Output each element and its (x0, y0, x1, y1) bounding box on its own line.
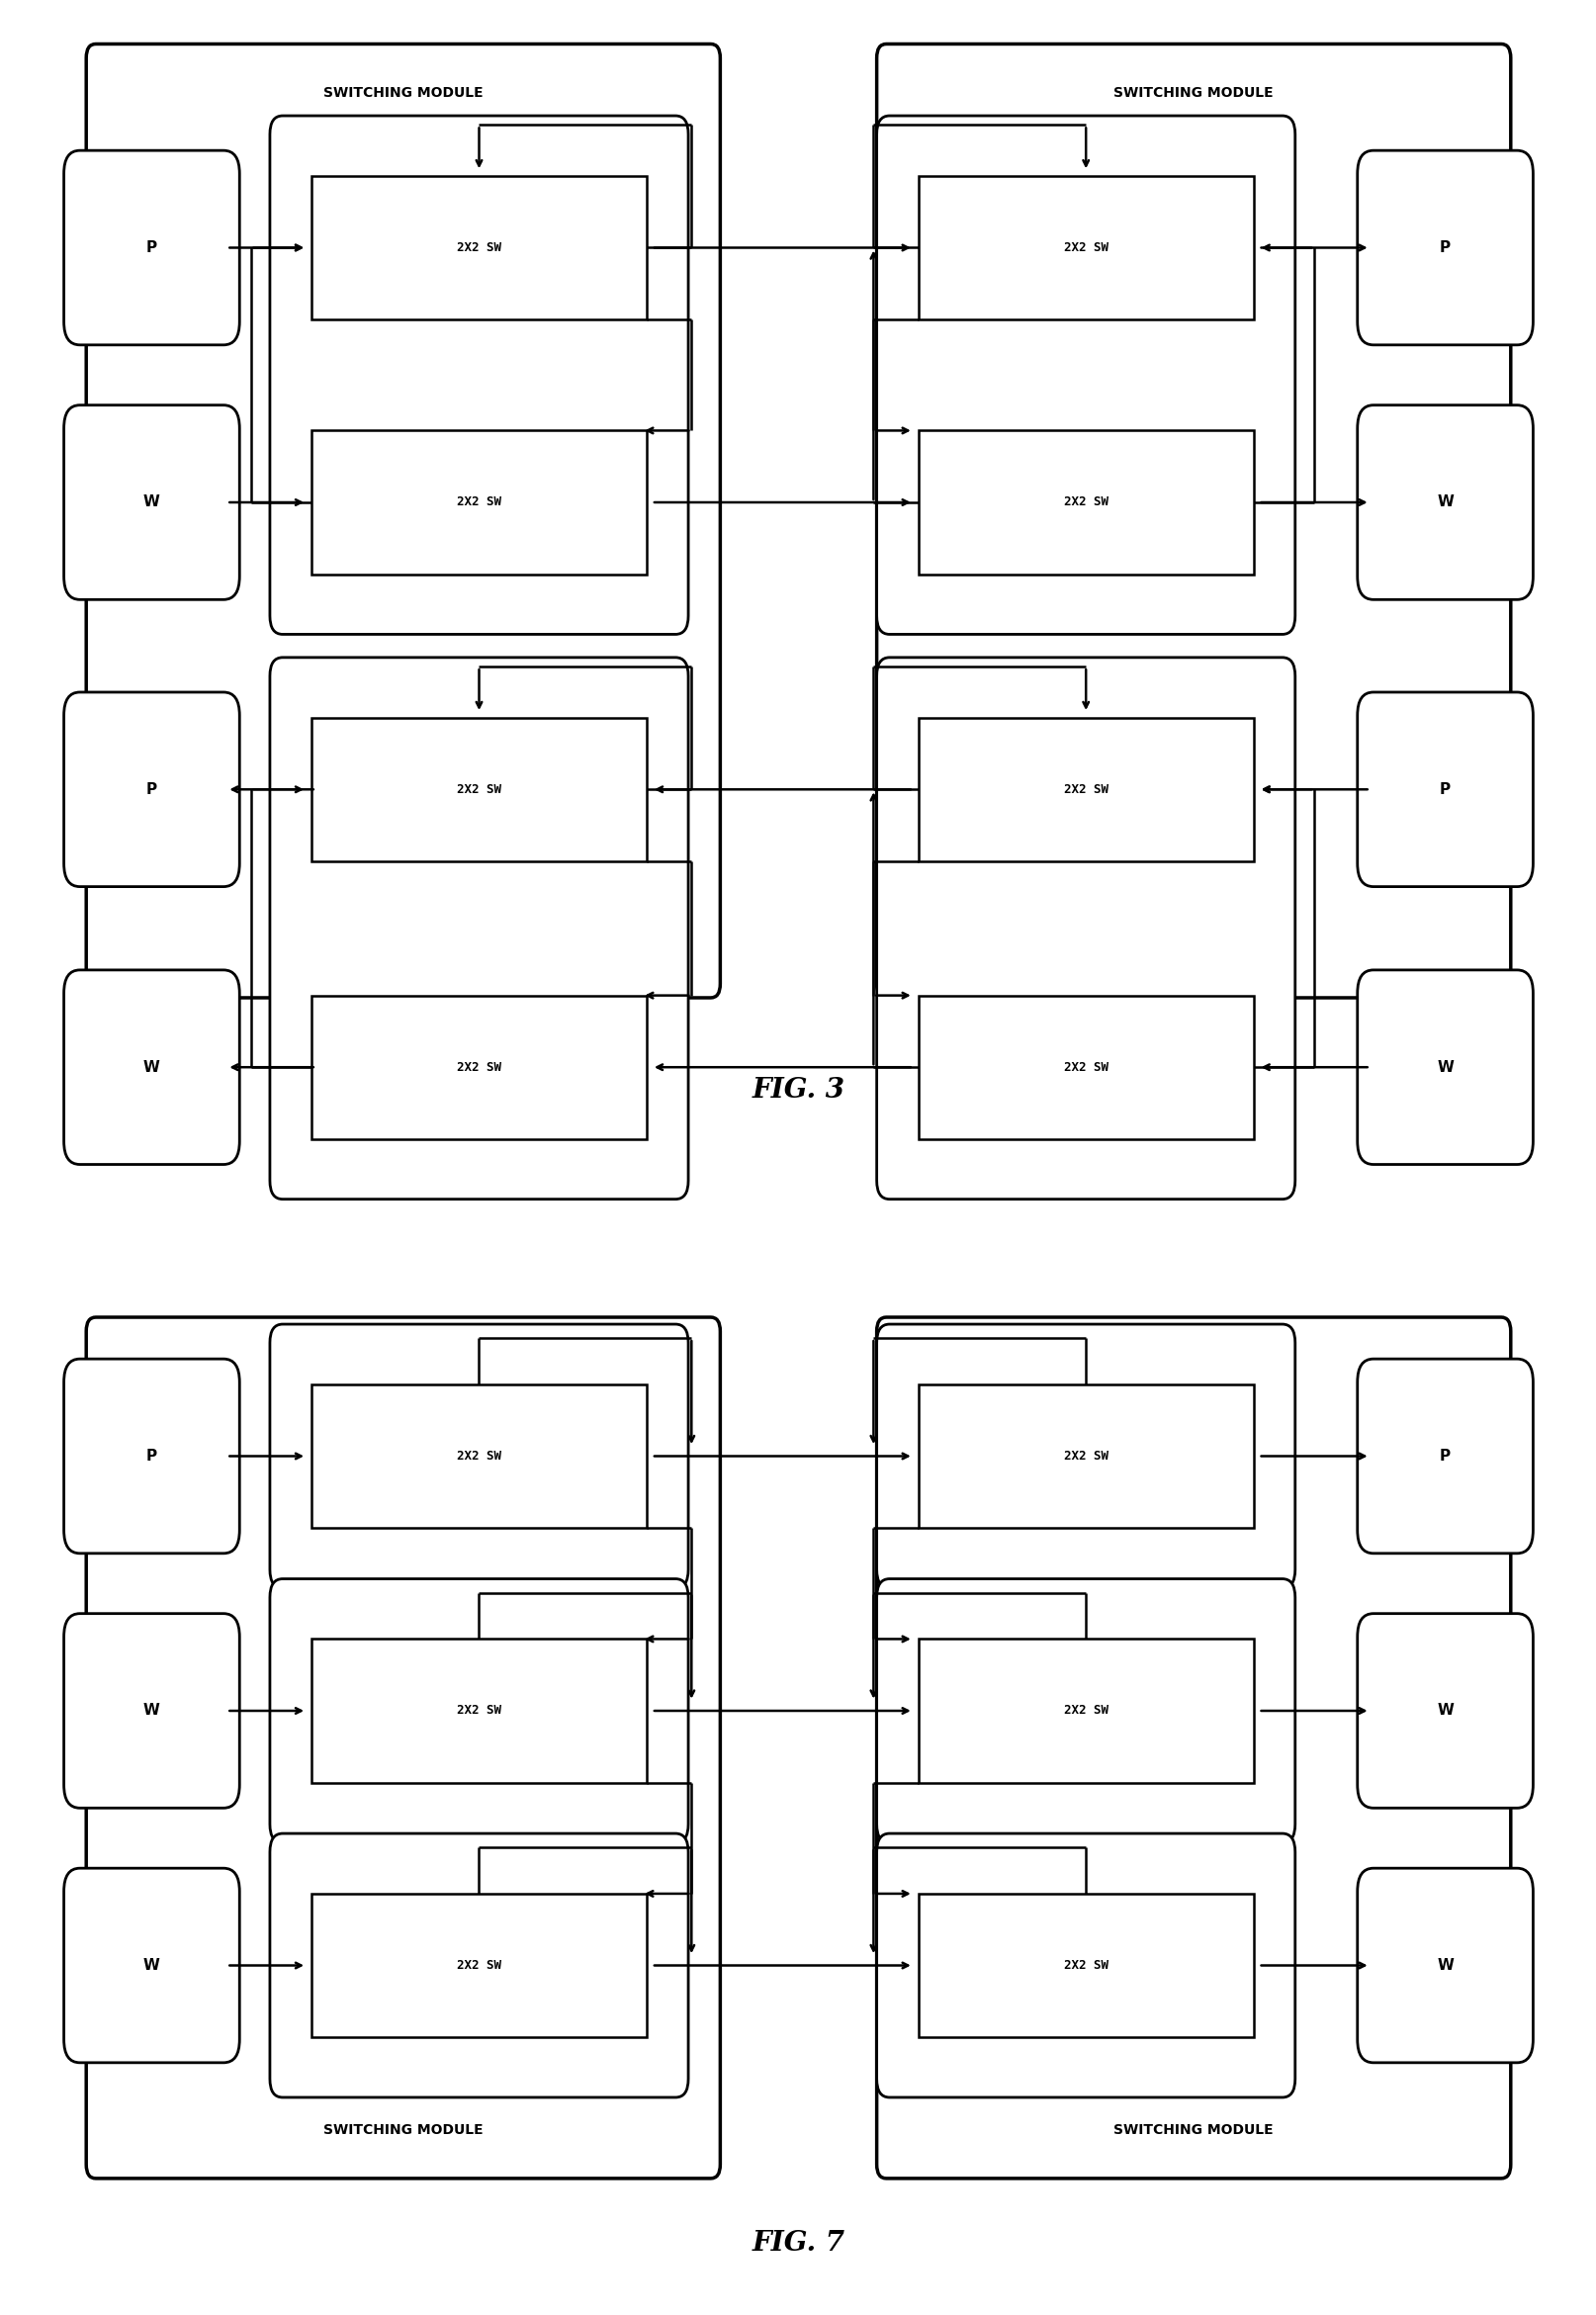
FancyBboxPatch shape (876, 1317, 1510, 2178)
FancyBboxPatch shape (876, 1833, 1294, 2097)
Text: W: W (144, 1958, 160, 1972)
FancyBboxPatch shape (270, 1833, 688, 2097)
Text: W: W (144, 1060, 160, 1074)
Text: 2X2 SW: 2X2 SW (456, 495, 501, 509)
Text: W: W (1436, 1060, 1452, 1074)
Text: 2X2 SW: 2X2 SW (1063, 1060, 1108, 1074)
Text: 2X2 SW: 2X2 SW (456, 1060, 501, 1074)
Text: SWITCHING MODULE: SWITCHING MODULE (322, 86, 484, 100)
FancyBboxPatch shape (311, 995, 646, 1139)
Text: P: P (147, 782, 156, 796)
Text: SWITCHING MODULE: SWITCHING MODULE (1112, 86, 1274, 100)
Text: 2X2 SW: 2X2 SW (1063, 495, 1108, 509)
FancyBboxPatch shape (1357, 970, 1532, 1164)
FancyBboxPatch shape (1357, 1359, 1532, 1553)
Text: W: W (144, 495, 160, 509)
FancyBboxPatch shape (918, 176, 1253, 319)
FancyBboxPatch shape (270, 116, 688, 634)
Text: P: P (1440, 1449, 1449, 1463)
Text: 2X2 SW: 2X2 SW (456, 1704, 501, 1718)
Text: 2X2 SW: 2X2 SW (1063, 782, 1108, 796)
FancyBboxPatch shape (918, 1639, 1253, 1783)
Text: P: P (147, 241, 156, 255)
Text: W: W (1436, 1958, 1452, 1972)
FancyBboxPatch shape (876, 1579, 1294, 1843)
Text: FIG. 3: FIG. 3 (752, 1076, 844, 1104)
Text: SWITCHING MODULE: SWITCHING MODULE (1112, 2123, 1274, 2137)
Text: W: W (144, 1704, 160, 1718)
FancyBboxPatch shape (876, 116, 1294, 634)
Text: W: W (1436, 1704, 1452, 1718)
FancyBboxPatch shape (311, 1639, 646, 1783)
FancyBboxPatch shape (1357, 405, 1532, 600)
FancyBboxPatch shape (1357, 1868, 1532, 2063)
Text: 2X2 SW: 2X2 SW (1063, 1704, 1108, 1718)
FancyBboxPatch shape (64, 1614, 239, 1808)
Text: 2X2 SW: 2X2 SW (456, 241, 501, 255)
Text: 2X2 SW: 2X2 SW (456, 782, 501, 796)
FancyBboxPatch shape (918, 1384, 1253, 1528)
FancyBboxPatch shape (1357, 692, 1532, 887)
Text: SWITCHING MODULE: SWITCHING MODULE (322, 2123, 484, 2137)
FancyBboxPatch shape (64, 1359, 239, 1553)
Text: 2X2 SW: 2X2 SW (456, 1449, 501, 1463)
Text: W: W (1436, 495, 1452, 509)
FancyBboxPatch shape (918, 431, 1253, 574)
FancyBboxPatch shape (270, 657, 688, 1199)
FancyBboxPatch shape (876, 657, 1294, 1199)
Text: 2X2 SW: 2X2 SW (1063, 1958, 1108, 1972)
Text: FIG. 7: FIG. 7 (752, 2229, 844, 2257)
FancyBboxPatch shape (918, 1894, 1253, 2037)
FancyBboxPatch shape (876, 1324, 1294, 1588)
FancyBboxPatch shape (86, 1317, 720, 2178)
Text: P: P (1440, 782, 1449, 796)
FancyBboxPatch shape (270, 1579, 688, 1843)
Text: 2X2 SW: 2X2 SW (1063, 241, 1108, 255)
FancyBboxPatch shape (64, 405, 239, 600)
Text: 2X2 SW: 2X2 SW (1063, 1449, 1108, 1463)
Text: P: P (1440, 241, 1449, 255)
FancyBboxPatch shape (311, 1894, 646, 2037)
FancyBboxPatch shape (64, 1868, 239, 2063)
FancyBboxPatch shape (270, 1324, 688, 1588)
FancyBboxPatch shape (311, 176, 646, 319)
FancyBboxPatch shape (918, 995, 1253, 1139)
FancyBboxPatch shape (311, 1384, 646, 1528)
FancyBboxPatch shape (64, 692, 239, 887)
FancyBboxPatch shape (311, 431, 646, 574)
FancyBboxPatch shape (918, 718, 1253, 861)
FancyBboxPatch shape (876, 44, 1510, 998)
FancyBboxPatch shape (64, 150, 239, 345)
FancyBboxPatch shape (86, 44, 720, 998)
FancyBboxPatch shape (1357, 150, 1532, 345)
Text: P: P (147, 1449, 156, 1463)
FancyBboxPatch shape (311, 718, 646, 861)
FancyBboxPatch shape (64, 970, 239, 1164)
FancyBboxPatch shape (1357, 1614, 1532, 1808)
Text: 2X2 SW: 2X2 SW (456, 1958, 501, 1972)
